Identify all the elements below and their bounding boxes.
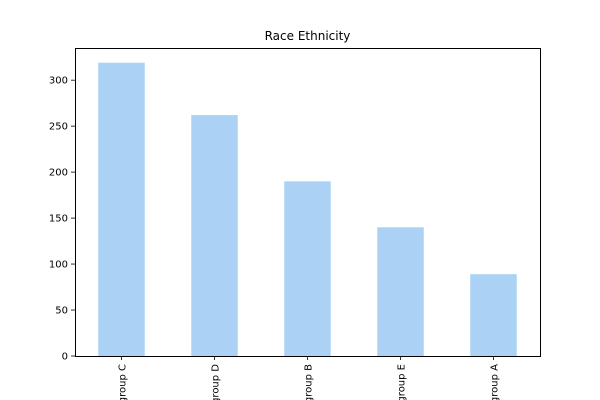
x-tick-label: group B (304, 364, 315, 400)
y-axis: 0 50 100 150 200 250 300 (49, 76, 75, 363)
y-tick-label: 300 (49, 76, 68, 87)
x-tick-label: group A (490, 364, 501, 400)
bar-group-b (284, 181, 331, 356)
y-tick-label: 0 (62, 352, 68, 363)
chart-title: Race Ethnicity (265, 29, 351, 43)
y-tick-label: 200 (49, 168, 68, 179)
y-tick-label: 100 (49, 260, 68, 271)
x-tick-label: group C (118, 364, 129, 400)
x-axis: group C group D group B group E group A (118, 356, 501, 400)
x-tick-label: group D (211, 364, 222, 400)
bar-group-d (191, 115, 238, 356)
bar-group-a (470, 274, 517, 356)
y-tick-label: 150 (49, 214, 68, 225)
plot-frame (75, 48, 541, 357)
x-tick-label: group E (397, 364, 408, 400)
bar-group-e (377, 227, 424, 356)
y-tick-label: 50 (55, 306, 68, 317)
bar-group-c (98, 62, 145, 356)
y-tick-label: 250 (49, 122, 68, 133)
bars-group (98, 62, 517, 356)
